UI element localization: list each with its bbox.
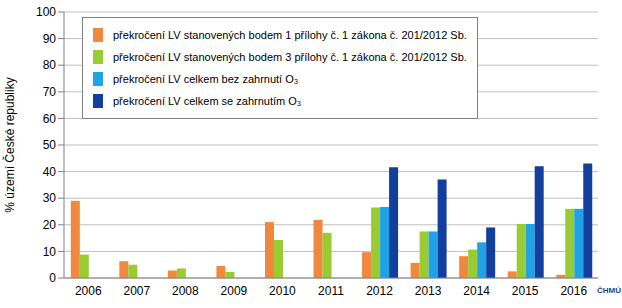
html-text:překročení LV stanovených bode: překročení LV stanovených bodem 1 příloh… bbox=[113, 29, 467, 41]
svg-text:2009: 2009 bbox=[221, 284, 248, 298]
svg-text:2011: 2011 bbox=[318, 284, 344, 298]
svg-text:2013: 2013 bbox=[415, 284, 442, 298]
html-text:překročení LV stanovených bode: překročení LV stanovených bodem 3 příloh… bbox=[113, 51, 467, 63]
svg-text:2014: 2014 bbox=[463, 284, 490, 298]
svg-text:90: 90 bbox=[43, 32, 57, 46]
svg-text:100: 100 bbox=[36, 5, 56, 19]
svg-text:10: 10 bbox=[43, 245, 57, 259]
svg-text:2010: 2010 bbox=[269, 284, 296, 298]
svg-text:2006: 2006 bbox=[75, 284, 102, 298]
html-text:překročení LV celkem se zahrnu: překročení LV celkem se zahrnutím O₃ bbox=[113, 95, 302, 107]
svg-text:40: 40 bbox=[43, 165, 57, 179]
svg-text:% území České republiky: % území České republiky bbox=[8, 77, 17, 212]
svg-text:60: 60 bbox=[43, 112, 57, 126]
svg-text:2012: 2012 bbox=[366, 284, 393, 298]
svg-text:50: 50 bbox=[43, 138, 57, 152]
svg-text:2016: 2016 bbox=[560, 284, 587, 298]
svg-text:2007: 2007 bbox=[123, 284, 150, 298]
svg-text:80: 80 bbox=[43, 58, 57, 72]
svg-text:2008: 2008 bbox=[172, 284, 199, 298]
svg-text:30: 30 bbox=[43, 191, 57, 205]
html-text:překročení LV celkem bez zahrn: překročení LV celkem bez zahrnutí O₃ bbox=[113, 73, 299, 85]
html-text:ČHMÚ: ČHMÚ bbox=[597, 286, 621, 295]
svg-text:20: 20 bbox=[43, 218, 57, 232]
svg-text:2015: 2015 bbox=[512, 284, 539, 298]
svg-text:70: 70 bbox=[43, 85, 57, 99]
svg-text:0: 0 bbox=[49, 271, 56, 285]
